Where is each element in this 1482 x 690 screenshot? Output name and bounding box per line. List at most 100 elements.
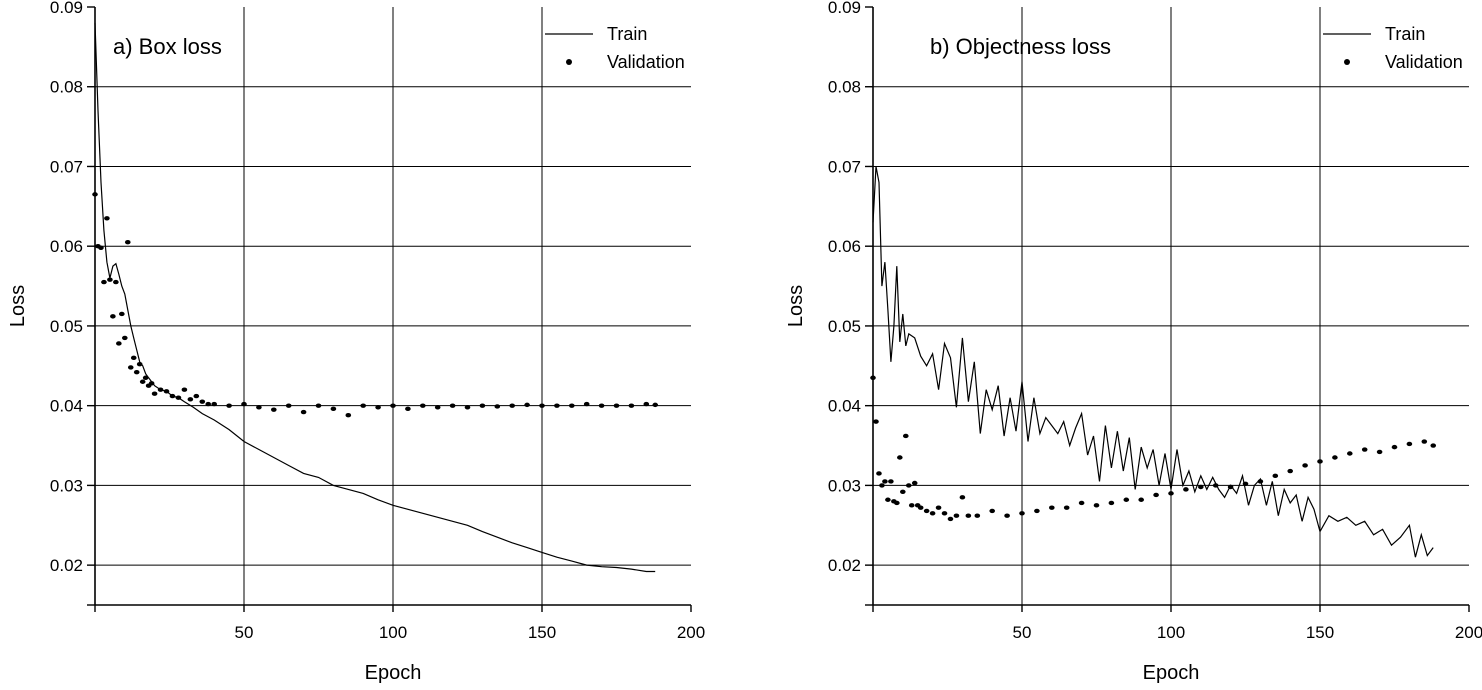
- validation-point: [181, 387, 188, 392]
- validation-point: [1391, 444, 1398, 450]
- validation-point: [449, 403, 456, 408]
- validation-point: [405, 406, 411, 412]
- validation-point: [148, 381, 155, 386]
- validation-point: [873, 419, 879, 424]
- validation-point: [1153, 492, 1159, 498]
- validation-point: [330, 406, 337, 412]
- validation-point: [1019, 511, 1025, 516]
- x-tick-label: 200: [1455, 623, 1482, 642]
- validation-point: [199, 399, 206, 404]
- y-tick-label: 0.07: [828, 157, 861, 176]
- legend-validation-label: Validation: [1385, 52, 1463, 72]
- validation-point: [1376, 449, 1383, 455]
- validation-point: [902, 433, 909, 439]
- validation-point: [569, 403, 575, 408]
- validation-point: [300, 409, 307, 415]
- validation-point: [989, 508, 995, 514]
- validation-point: [434, 405, 441, 410]
- validation-point: [509, 403, 515, 408]
- legend-validation-label: Validation: [607, 52, 685, 72]
- validation-point: [583, 401, 590, 407]
- validation-point: [894, 500, 900, 506]
- validation-point: [285, 403, 292, 408]
- validation-point: [554, 403, 560, 408]
- validation-point: [241, 401, 247, 407]
- legend-train-label: Train: [607, 24, 647, 44]
- validation-point: [151, 391, 158, 396]
- validation-point: [905, 483, 912, 488]
- validation-point: [876, 471, 882, 476]
- validation-point: [1168, 491, 1174, 496]
- validation-point: [187, 397, 194, 402]
- validation-point: [974, 513, 981, 518]
- validation-point: [1004, 513, 1010, 518]
- validation-point: [613, 403, 620, 408]
- validation-point: [953, 513, 960, 518]
- x-tick-label: 100: [379, 623, 407, 642]
- x-tick-label: 150: [1306, 623, 1334, 642]
- validation-point: [107, 277, 113, 282]
- validation-point: [1138, 497, 1144, 502]
- validation-point: [315, 403, 322, 408]
- validation-point: [935, 505, 942, 510]
- validation-point: [110, 314, 116, 319]
- validation-point: [941, 511, 948, 516]
- validation-point: [226, 403, 232, 408]
- y-tick-label: 0.08: [50, 78, 83, 97]
- y-tick-label: 0.07: [50, 157, 83, 176]
- validation-point: [929, 511, 936, 516]
- validation-point: [116, 341, 122, 346]
- chart-title: a) Box loss: [113, 34, 222, 59]
- train-series-line: [872, 166, 1434, 558]
- x-tick-label: 100: [1157, 623, 1185, 642]
- validation-point: [1347, 451, 1353, 456]
- y-tick-label: 0.03: [50, 476, 83, 495]
- y-axis-label: Loss: [7, 285, 29, 327]
- x-axis-label: Epoch: [365, 662, 422, 684]
- validation-point: [1034, 508, 1040, 514]
- validation-point: [271, 407, 277, 412]
- validation-point: [1430, 443, 1437, 448]
- validation-point: [1302, 463, 1308, 468]
- validation-point: [652, 402, 659, 408]
- y-tick-label: 0.02: [828, 556, 861, 575]
- validation-point: [598, 403, 605, 408]
- validation-point: [92, 192, 98, 197]
- validation-point: [1406, 441, 1413, 447]
- validation-point: [1123, 497, 1130, 502]
- validation-point: [101, 279, 107, 285]
- validation-point: [1093, 503, 1100, 508]
- y-tick-label: 0.08: [828, 78, 861, 97]
- validation-point: [1198, 484, 1204, 490]
- validation-point: [375, 405, 381, 410]
- validation-point: [1257, 479, 1264, 484]
- validation-point: [98, 245, 104, 250]
- validation-point: [113, 279, 119, 285]
- validation-point: [1332, 455, 1338, 460]
- x-tick-label: 50: [1013, 623, 1032, 642]
- y-tick-label: 0.04: [50, 397, 83, 416]
- x-axis-label: Epoch: [1143, 662, 1200, 684]
- validation-point: [211, 401, 217, 407]
- validation-point: [1421, 439, 1428, 444]
- objectness-loss-chart: 0.02 0.03 0.04 0.05 0.06 0.07 0.08 0.09 50 100 150…: [785, 0, 1482, 684]
- validation-point: [142, 375, 149, 380]
- validation-point: [133, 369, 140, 375]
- validation-point: [1108, 500, 1115, 506]
- validation-point: [157, 387, 164, 392]
- validation-point: [965, 513, 972, 518]
- y-tick-label: 0.09: [828, 0, 861, 17]
- validation-point: [643, 401, 650, 407]
- x-tick-label: 50: [235, 623, 254, 642]
- validation-point: [1212, 483, 1219, 488]
- validation-point: [923, 508, 930, 514]
- validation-point: [390, 403, 396, 408]
- validation-point: [885, 497, 891, 502]
- validation-point: [947, 516, 954, 522]
- validation-point: [1049, 505, 1055, 510]
- x-tick-label: 200: [677, 623, 705, 642]
- train-series-line: [94, 22, 656, 573]
- validation-point: [1227, 484, 1234, 490]
- validation-point: [1183, 487, 1189, 492]
- validation-point: [1287, 468, 1293, 474]
